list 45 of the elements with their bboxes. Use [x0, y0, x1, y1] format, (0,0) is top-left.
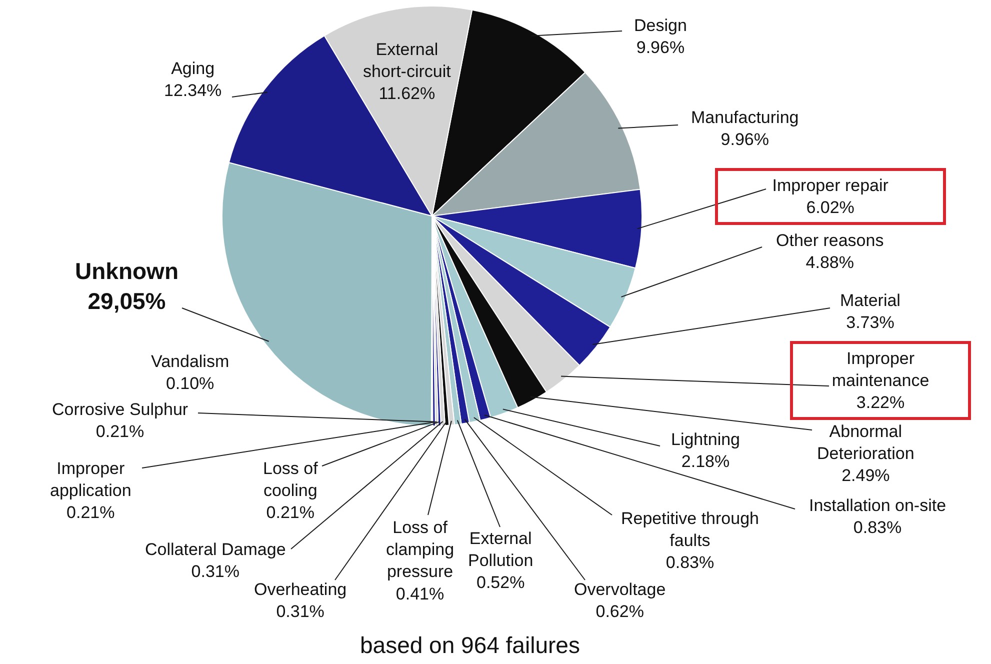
- slice-label: Aging: [171, 59, 215, 78]
- slice-label: Overheating: [254, 580, 347, 599]
- data-label: 0.31%: [191, 562, 240, 582]
- slice-label: Loss of cooling: [263, 459, 318, 500]
- slice-label: Loss of clamping pressure: [386, 518, 454, 582]
- data-label: 9.96%: [720, 130, 769, 150]
- slice-label: Manufacturing: [691, 108, 799, 127]
- data-label: 3.73%: [846, 313, 894, 332]
- slice-label: External short-circuit: [363, 40, 452, 82]
- data-label: 0.83%: [666, 553, 714, 572]
- slice-label: Abnormal Deterioration: [817, 422, 914, 464]
- data-label: 12.34%: [164, 81, 222, 100]
- data-label: 0.52%: [476, 573, 525, 592]
- data-label: 3.22%: [856, 393, 905, 412]
- slice-label: Other reasons: [776, 231, 884, 250]
- slice-label: Material: [840, 291, 900, 310]
- slice-label: Installation on-site: [809, 496, 946, 515]
- data-label: 0.41%: [396, 584, 444, 604]
- data-label: 2.18%: [681, 452, 730, 472]
- text: based on 964 failures: [360, 632, 580, 658]
- slice-label: Overvoltage: [574, 580, 666, 599]
- data-label: 11.62%: [378, 84, 436, 104]
- slice-label: External Pollution: [468, 529, 534, 570]
- data-label: 2.49%: [842, 466, 890, 486]
- data-label: 0.10%: [166, 374, 214, 394]
- data-label: 0.83%: [853, 518, 902, 538]
- slice-label: Collateral Damage: [145, 540, 286, 559]
- slice-label: Design: [634, 16, 687, 35]
- data-label: 0.62%: [596, 602, 644, 622]
- data-label: 6.02%: [806, 198, 854, 218]
- data-label: 4.88%: [806, 253, 854, 272]
- slice-label: Improper application: [50, 459, 132, 500]
- data-label: 0.21%: [266, 503, 315, 522]
- slice-label: Improper repair: [772, 176, 889, 195]
- slice-label: Improper maintenance: [832, 349, 930, 390]
- data-label: 0.21%: [96, 422, 144, 442]
- slice-label: Vandalism: [151, 352, 230, 371]
- slice-label: Unknown: [75, 258, 178, 284]
- data-label: 0.21%: [66, 503, 115, 522]
- slice-label: Repetitive through faults: [621, 509, 759, 550]
- data-label: 29,05%: [88, 288, 166, 314]
- slice-label: Corrosive Sulphur: [52, 400, 188, 419]
- data-label: 9.96%: [636, 38, 685, 58]
- data-label: 0.31%: [276, 602, 324, 622]
- slice-label: Lightning: [671, 430, 740, 449]
